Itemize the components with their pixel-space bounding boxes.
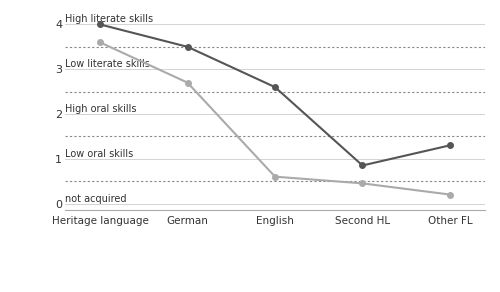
Profile B [184, 81, 190, 84]
Text: Low oral skills: Low oral skills [65, 149, 133, 159]
Profile B [97, 41, 103, 44]
Text: Low literate skills: Low literate skills [65, 59, 150, 69]
Text: High literate skills: High literate skills [65, 14, 153, 25]
Line: Profile A: Profile A [97, 22, 453, 168]
Profile A [360, 164, 366, 167]
Profile A [447, 144, 453, 147]
Profile A [184, 45, 190, 48]
Profile A [272, 85, 278, 89]
Text: High oral skills: High oral skills [65, 104, 136, 114]
Profile B [272, 175, 278, 178]
Profile B [447, 193, 453, 196]
Profile A [97, 23, 103, 26]
Text: not acquired: not acquired [65, 194, 126, 204]
Profile B [360, 182, 366, 185]
Line: Profile B: Profile B [97, 39, 453, 197]
